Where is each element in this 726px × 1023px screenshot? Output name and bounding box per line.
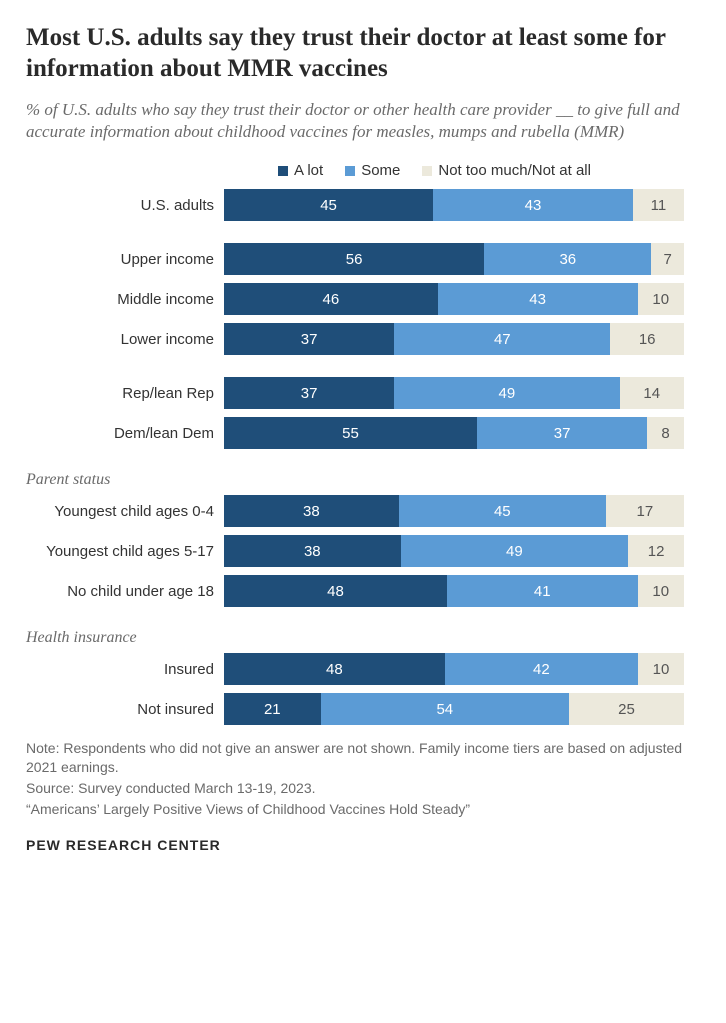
bar-segment: 55 — [224, 417, 477, 449]
bar-segment: 46 — [224, 283, 438, 315]
chart-row: U.S. adults454311 — [26, 189, 700, 221]
bar-segment: 48 — [224, 653, 445, 685]
bar-segment: 16 — [610, 323, 684, 355]
legend-swatch — [278, 166, 288, 176]
bar-segment: 37 — [477, 417, 647, 449]
stacked-bar: 374716 — [224, 323, 684, 355]
bar-segment: 8 — [647, 417, 684, 449]
row-label: Rep/lean Rep — [26, 385, 224, 402]
bar-segment: 10 — [638, 653, 684, 685]
chart-row: No child under age 18484110 — [26, 575, 700, 607]
row-label: Youngest child ages 5-17 — [26, 543, 224, 560]
bar-segment: 12 — [628, 535, 684, 567]
row-label: Lower income — [26, 331, 224, 348]
chart-title: Most U.S. adults say they trust their do… — [26, 22, 700, 85]
chart-group: U.S. adults454311 — [26, 189, 700, 221]
chart-group: Rep/lean Rep374914Dem/lean Dem55378 — [26, 377, 700, 449]
row-label: Insured — [26, 661, 224, 678]
stacked-bar: 56367 — [224, 243, 684, 275]
bar-segment: 7 — [651, 243, 684, 275]
stacked-bar: 384912 — [224, 535, 684, 567]
legend-label: Not too much/Not at all — [438, 162, 591, 179]
source-line-2: “Americans’ Largely Positive Views of Ch… — [26, 800, 700, 819]
stacked-bar: 215425 — [224, 693, 684, 725]
legend-swatch — [422, 166, 432, 176]
bar-segment: 38 — [224, 535, 401, 567]
note-text: Note: Respondents who did not give an an… — [26, 739, 700, 777]
bar-segment: 41 — [447, 575, 638, 607]
chart-group: Health insuranceInsured484210Not insured… — [26, 629, 700, 725]
bar-segment: 54 — [321, 693, 569, 725]
chart-row: Insured484210 — [26, 653, 700, 685]
bar-segment: 45 — [399, 495, 606, 527]
stacked-bar: 454311 — [224, 189, 684, 221]
stacked-bar: 374914 — [224, 377, 684, 409]
bar-segment: 56 — [224, 243, 484, 275]
bar-segment: 37 — [224, 377, 394, 409]
legend-swatch — [345, 166, 355, 176]
stacked-bar: 55378 — [224, 417, 684, 449]
bar-segment: 14 — [620, 377, 684, 409]
row-label: Upper income — [26, 251, 224, 268]
brand-attribution: PEW RESEARCH CENTER — [26, 837, 700, 853]
group-heading: Parent status — [26, 471, 700, 489]
chart-row: Middle income464310 — [26, 283, 700, 315]
stacked-bar: 464310 — [224, 283, 684, 315]
chart-group: Parent statusYoungest child ages 0-43845… — [26, 471, 700, 607]
bar-segment: 36 — [484, 243, 651, 275]
row-label: U.S. adults — [26, 197, 224, 214]
bar-segment: 43 — [438, 283, 638, 315]
legend-item: Some — [345, 162, 400, 179]
chart-row: Youngest child ages 0-4384517 — [26, 495, 700, 527]
chart-subtitle: % of U.S. adults who say they trust thei… — [26, 99, 700, 145]
bar-segment: 47 — [394, 323, 610, 355]
row-label: Not insured — [26, 701, 224, 718]
bar-segment: 45 — [224, 189, 433, 221]
bar-segment: 49 — [394, 377, 619, 409]
bar-segment: 10 — [638, 575, 684, 607]
legend-item: Not too much/Not at all — [422, 162, 591, 179]
source-line-1: Source: Survey conducted March 13-19, 20… — [26, 779, 700, 798]
chart-row: Youngest child ages 5-17384912 — [26, 535, 700, 567]
bar-segment: 48 — [224, 575, 447, 607]
bar-segment: 37 — [224, 323, 394, 355]
bar-segment: 17 — [606, 495, 684, 527]
legend: A lot Some Not too much/Not at all — [278, 162, 700, 179]
chart-row: Not insured215425 — [26, 693, 700, 725]
legend-item: A lot — [278, 162, 323, 179]
bar-segment: 38 — [224, 495, 399, 527]
bar-segment: 49 — [401, 535, 629, 567]
row-label: Dem/lean Dem — [26, 425, 224, 442]
legend-label: A lot — [294, 162, 323, 179]
stacked-bar: 484110 — [224, 575, 684, 607]
bar-segment: 21 — [224, 693, 321, 725]
stacked-bar: 384517 — [224, 495, 684, 527]
row-label: Middle income — [26, 291, 224, 308]
stacked-bar: 484210 — [224, 653, 684, 685]
chart-group: Upper income56367Middle income464310Lowe… — [26, 243, 700, 355]
bar-segment: 25 — [569, 693, 684, 725]
bar-segment: 11 — [633, 189, 684, 221]
chart-row: Rep/lean Rep374914 — [26, 377, 700, 409]
row-label: No child under age 18 — [26, 583, 224, 600]
stacked-bar-chart: U.S. adults454311Upper income56367Middle… — [26, 189, 700, 725]
row-label: Youngest child ages 0-4 — [26, 503, 224, 520]
bar-segment: 42 — [445, 653, 638, 685]
group-heading: Health insurance — [26, 629, 700, 647]
legend-label: Some — [361, 162, 400, 179]
chart-row: Lower income374716 — [26, 323, 700, 355]
chart-row: Dem/lean Dem55378 — [26, 417, 700, 449]
chart-row: Upper income56367 — [26, 243, 700, 275]
bar-segment: 43 — [433, 189, 633, 221]
bar-segment: 10 — [638, 283, 684, 315]
